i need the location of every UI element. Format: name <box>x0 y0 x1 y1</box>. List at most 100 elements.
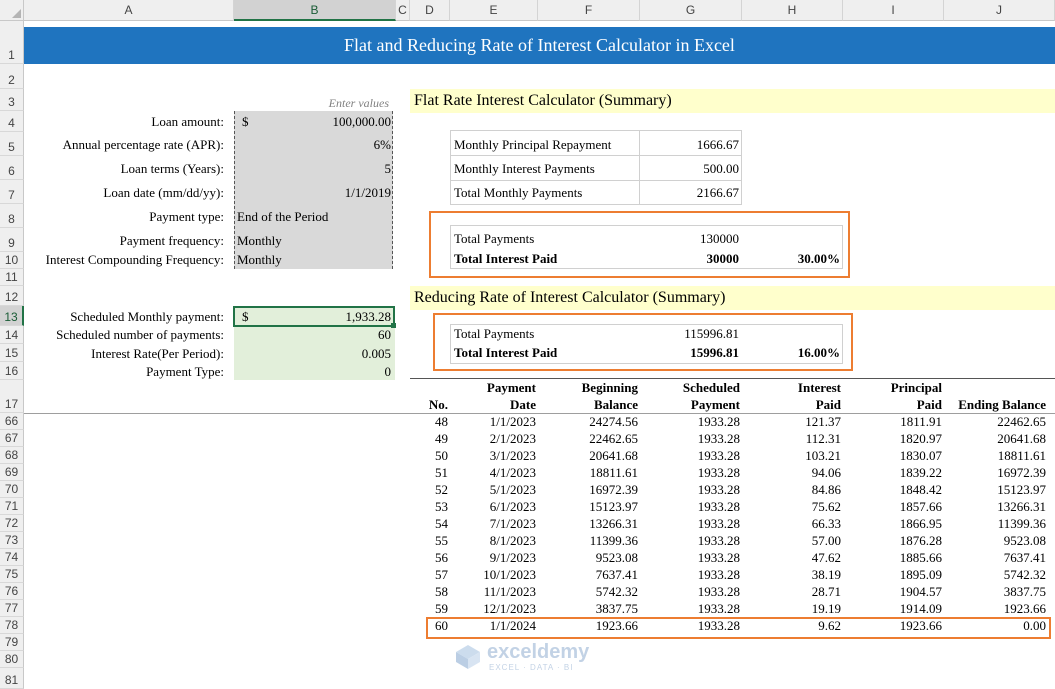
schedule-cell[interactable]: 1895.09 <box>899 567 942 582</box>
flat-total-interest-value[interactable]: 30000 <box>706 251 740 266</box>
row-header-7[interactable]: 7 <box>0 180 24 204</box>
schedule-cell[interactable]: 1933.28 <box>697 465 740 480</box>
schedule-cell[interactable]: 1876.28 <box>899 533 942 548</box>
row-header-16[interactable]: 16 <box>0 362 24 380</box>
schedule-cell[interactable]: 3837.75 <box>1003 584 1046 599</box>
schedule-cell[interactable]: 7/1/2023 <box>489 516 536 531</box>
schedule-cell[interactable]: 58 <box>435 584 448 599</box>
row-header-79[interactable]: 79 <box>0 634 24 651</box>
schedule-cell[interactable]: 1866.95 <box>899 516 942 531</box>
sheet-title-banner[interactable]: Flat and Reducing Rate of Interest Calcu… <box>24 27 1055 64</box>
reducing-total-interest-pct[interactable]: 16.00% <box>797 345 840 360</box>
schedule-cell[interactable]: 7637.41 <box>595 567 638 582</box>
row-header-78[interactable]: 78 <box>0 617 24 634</box>
schedule-cell[interactable]: 53 <box>435 499 448 514</box>
schedule-cell[interactable]: 54 <box>435 516 448 531</box>
input-value[interactable]: 5 <box>384 161 392 176</box>
schedule-cell[interactable]: 60 <box>435 618 448 633</box>
schedule-cell[interactable]: 66.33 <box>811 516 841 531</box>
schedule-cell[interactable]: 1933.28 <box>697 414 740 429</box>
column-header-j[interactable]: J <box>944 0 1055 21</box>
schedule-cell[interactable]: 1933.28 <box>697 516 740 531</box>
schedule-cell[interactable]: 84.86 <box>811 482 841 497</box>
schedule-cell[interactable]: 55 <box>435 533 448 548</box>
output-value[interactable]: 60 <box>378 327 391 342</box>
schedule-cell[interactable]: 9/1/2023 <box>489 550 536 565</box>
row-header-1[interactable]: 1 <box>0 21 24 64</box>
column-header-d[interactable]: D <box>410 0 450 21</box>
flat-row-value[interactable]: 2166.67 <box>696 185 739 200</box>
column-header-b[interactable]: B <box>234 0 396 21</box>
schedule-cell[interactable]: 9.62 <box>818 618 841 633</box>
select-all-corner[interactable] <box>0 0 24 21</box>
input-value[interactable]: 100,000.00 <box>332 114 392 129</box>
row-header-80[interactable]: 80 <box>0 651 24 668</box>
row-header-76[interactable]: 76 <box>0 583 24 600</box>
flat-total-payments-value[interactable]: 130000 <box>700 231 739 246</box>
row-header-68[interactable]: 68 <box>0 447 24 464</box>
column-header-e[interactable]: E <box>450 0 538 21</box>
schedule-cell[interactable]: 20641.68 <box>997 431 1046 446</box>
row-header-73[interactable]: 73 <box>0 532 24 549</box>
row-header-67[interactable]: 67 <box>0 430 24 447</box>
schedule-cell[interactable]: 1933.28 <box>697 482 740 497</box>
row-header-71[interactable]: 71 <box>0 498 24 515</box>
row-header-17[interactable]: 17 <box>0 380 24 413</box>
input-value[interactable]: End of the Period <box>237 209 329 224</box>
schedule-cell[interactable]: 15123.97 <box>997 482 1046 497</box>
schedule-cell[interactable]: 51 <box>435 465 448 480</box>
schedule-cell[interactable]: 7637.41 <box>1003 550 1046 565</box>
flat-row-value[interactable]: 1666.67 <box>696 137 739 152</box>
output-value[interactable]: 0 <box>384 364 392 379</box>
schedule-cell[interactable]: 28.71 <box>811 584 841 599</box>
row-header-70[interactable]: 70 <box>0 481 24 498</box>
row-header-4[interactable]: 4 <box>0 111 24 132</box>
schedule-cell[interactable]: 52 <box>435 482 448 497</box>
schedule-cell[interactable]: 1933.28 <box>697 601 740 616</box>
row-header-10[interactable]: 10 <box>0 252 24 269</box>
row-header-8[interactable]: 8 <box>0 204 24 228</box>
schedule-cell[interactable]: 9523.08 <box>595 550 638 565</box>
row-header-77[interactable]: 77 <box>0 600 24 617</box>
schedule-cell[interactable]: 1933.28 <box>697 550 740 565</box>
fill-handle[interactable] <box>391 323 396 328</box>
schedule-cell[interactable]: 1933.28 <box>697 584 740 599</box>
column-header-a[interactable]: A <box>24 0 234 21</box>
schedule-cell[interactable]: 12/1/2023 <box>483 601 536 616</box>
output-value[interactable]: 0.005 <box>361 346 391 361</box>
row-header-15[interactable]: 15 <box>0 344 24 362</box>
row-header-11[interactable]: 11 <box>0 269 24 286</box>
schedule-cell[interactable]: 0.00 <box>1023 618 1046 633</box>
schedule-cell[interactable]: 18811.61 <box>589 465 638 480</box>
schedule-cell[interactable]: 1/1/2024 <box>489 618 536 633</box>
schedule-cell[interactable]: 5742.32 <box>595 584 638 599</box>
schedule-cell[interactable]: 10/1/2023 <box>483 567 536 582</box>
reducing-total-interest-value[interactable]: 15996.81 <box>690 345 739 360</box>
schedule-cell[interactable]: 50 <box>435 448 448 463</box>
schedule-cell[interactable]: 24274.56 <box>589 414 638 429</box>
schedule-cell[interactable]: 3/1/2023 <box>489 448 536 463</box>
schedule-cell[interactable]: 11/1/2023 <box>483 584 536 599</box>
schedule-cell[interactable]: 19.19 <box>811 601 841 616</box>
column-header-g[interactable]: G <box>640 0 742 21</box>
row-header-5[interactable]: 5 <box>0 132 24 156</box>
schedule-cell[interactable]: 1904.57 <box>899 584 942 599</box>
schedule-cell[interactable]: 8/1/2023 <box>489 533 536 548</box>
schedule-cell[interactable]: 16972.39 <box>589 482 638 497</box>
row-header-3[interactable]: 3 <box>0 89 24 111</box>
schedule-cell[interactable]: 2/1/2023 <box>489 431 536 446</box>
column-header-c[interactable]: C <box>396 0 410 21</box>
schedule-cell[interactable]: 1933.28 <box>697 618 740 633</box>
schedule-cell[interactable]: 1933.28 <box>697 499 740 514</box>
row-header-74[interactable]: 74 <box>0 549 24 566</box>
row-header-81[interactable]: 81 <box>0 668 24 689</box>
schedule-cell[interactable]: 22462.65 <box>589 431 638 446</box>
schedule-cell[interactable]: 4/1/2023 <box>489 465 536 480</box>
schedule-cell[interactable]: 59 <box>435 601 448 616</box>
schedule-cell[interactable]: 1848.42 <box>899 482 942 497</box>
input-value[interactable]: Monthly <box>237 233 282 248</box>
schedule-cell[interactable]: 3837.75 <box>595 601 638 616</box>
schedule-cell[interactable]: 1914.09 <box>899 601 942 616</box>
schedule-cell[interactable]: 1923.66 <box>1003 601 1046 616</box>
schedule-cell[interactable]: 18811.61 <box>997 448 1046 463</box>
